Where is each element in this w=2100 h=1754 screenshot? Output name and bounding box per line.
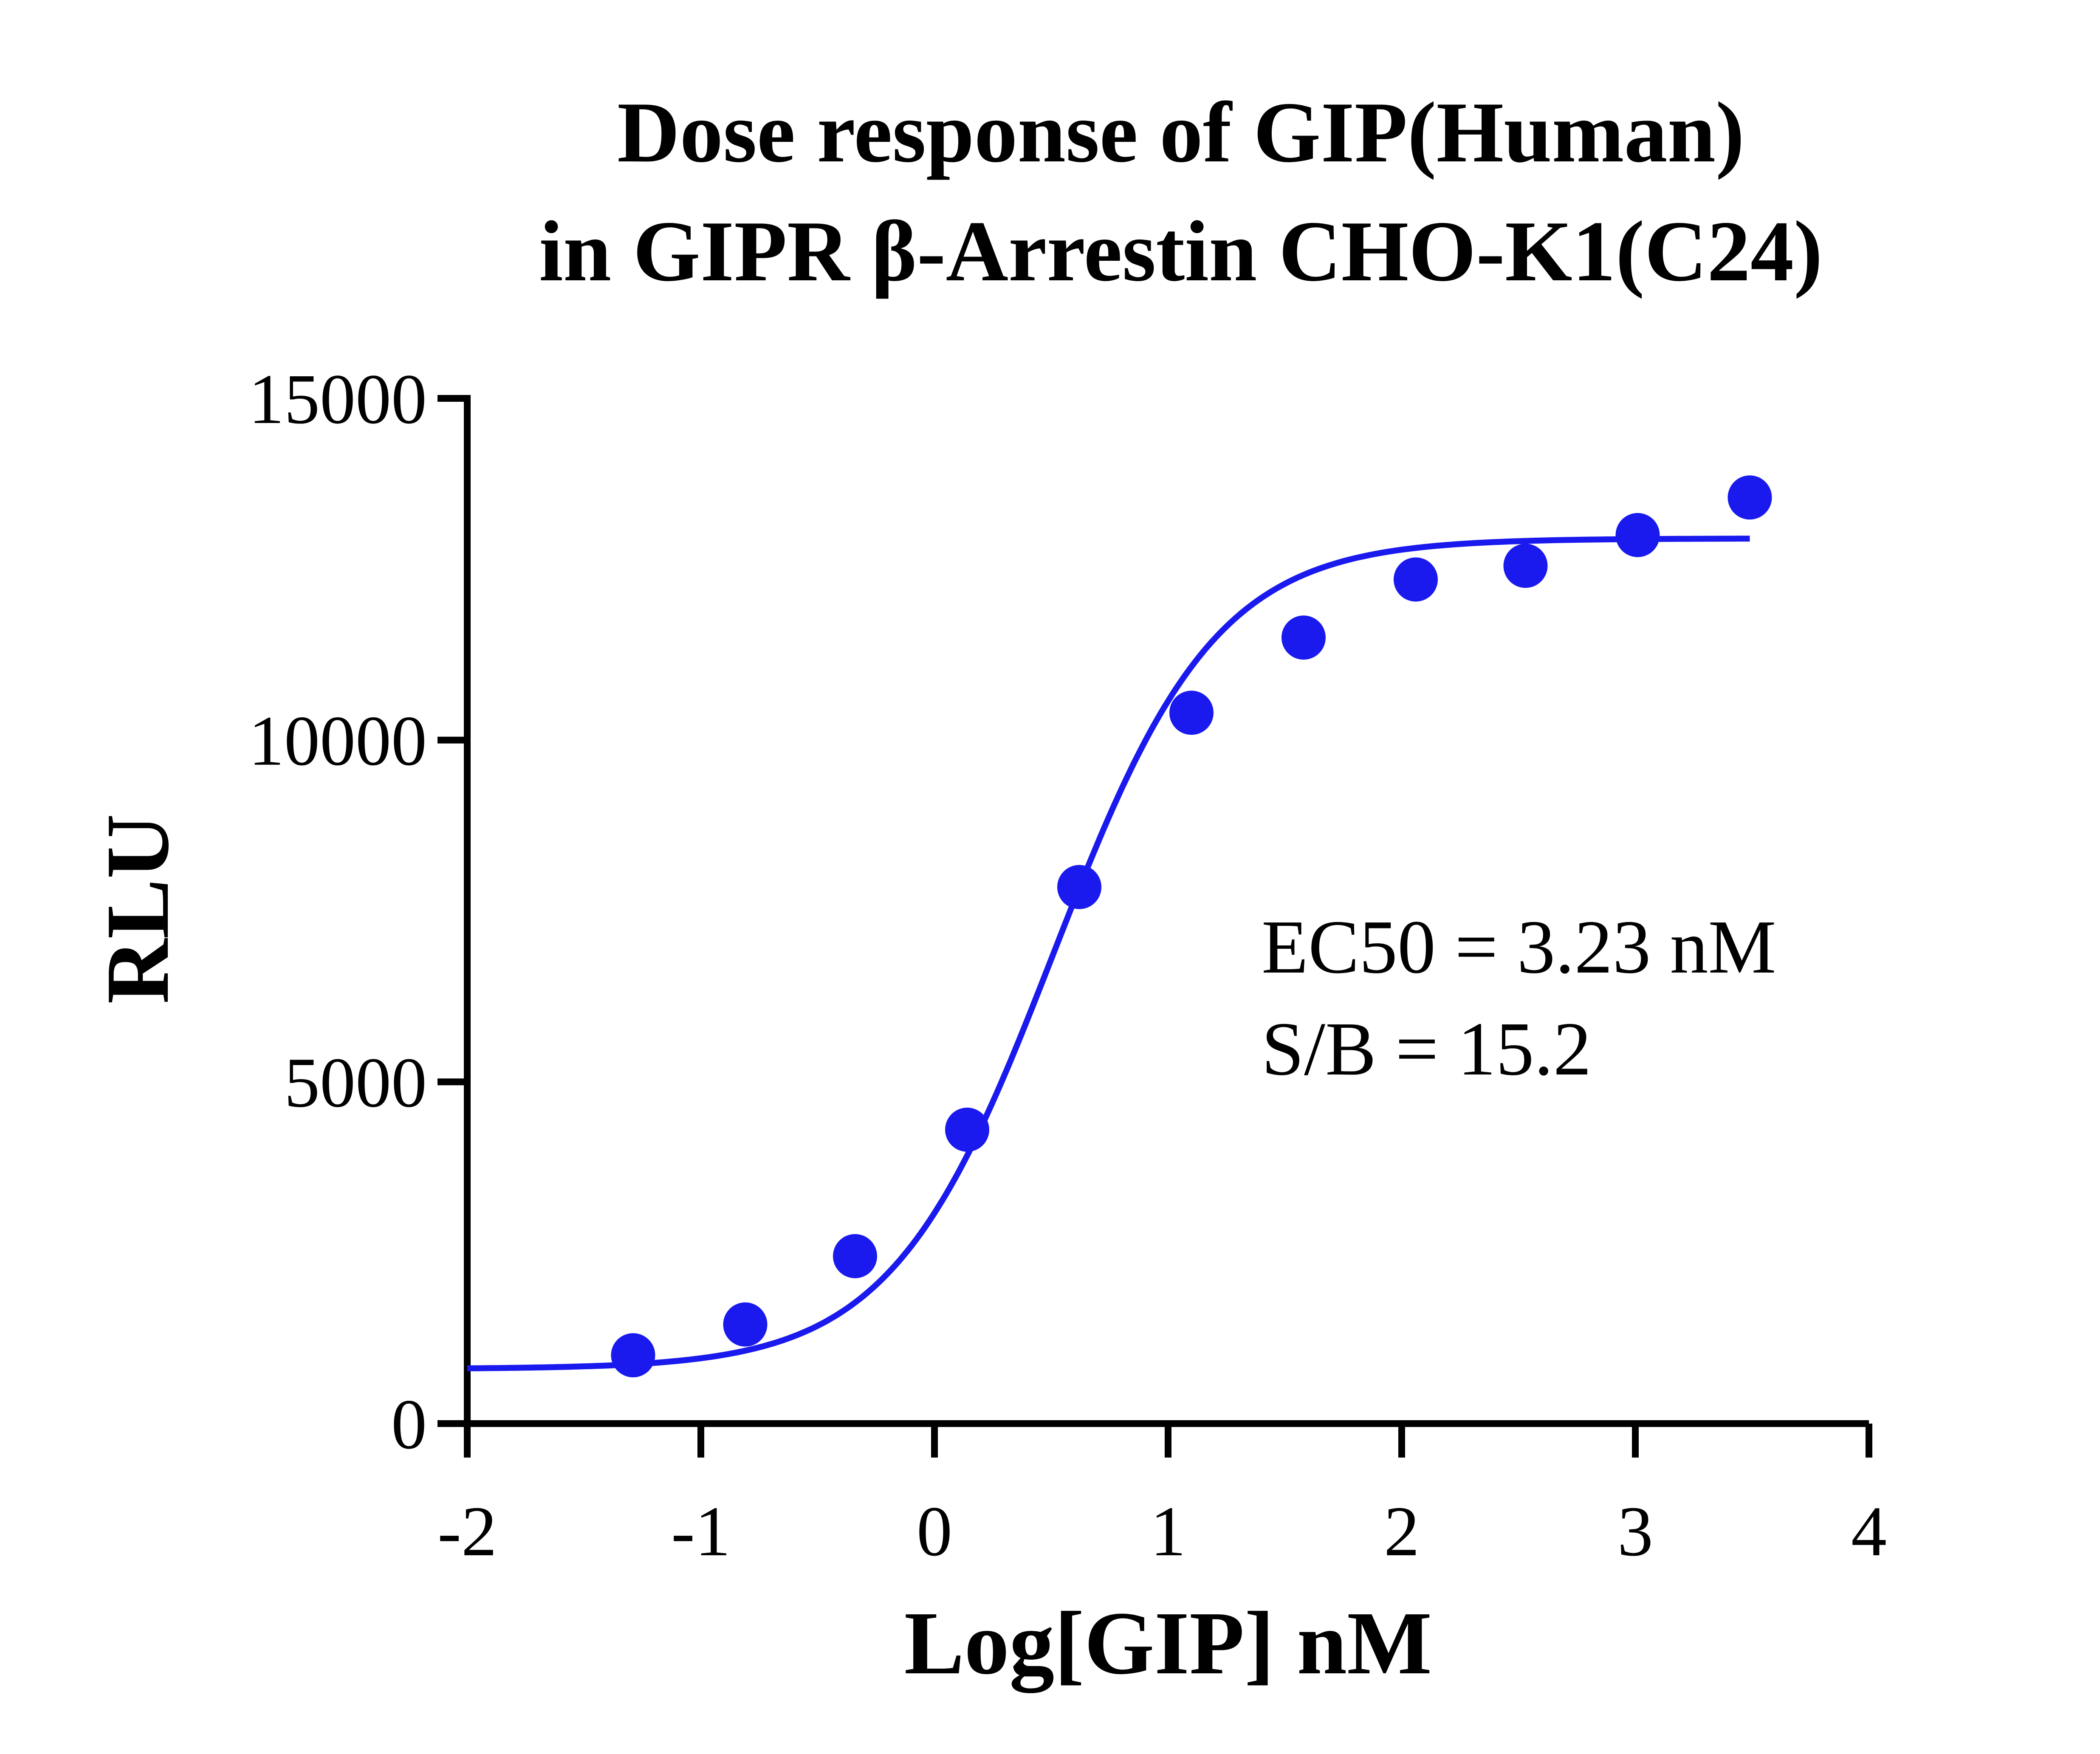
chart-title-line-2: in GIPR β-Arrestin CHO-K1(C24) [539, 203, 1823, 299]
data-point [1503, 544, 1548, 588]
x-tick-label: 0 [917, 1492, 952, 1571]
data-point [1057, 865, 1101, 909]
data-point [1394, 557, 1438, 602]
x-tick-label: -2 [438, 1492, 497, 1571]
x-tick-label: 1 [1150, 1492, 1186, 1571]
sb-annotation: S/B = 15.2 [1262, 1007, 1592, 1091]
y-axis-ticks: 0 5000 10000 15000 [248, 360, 467, 1464]
x-tick-label: 4 [1851, 1492, 1887, 1571]
y-tick-label: 10000 [248, 702, 427, 781]
data-point [723, 1302, 768, 1347]
x-tick-label: 3 [1617, 1492, 1653, 1571]
y-axis-label: RLU [88, 814, 187, 1004]
ec50-annotation: EC50 = 3.23 nM [1262, 905, 1776, 989]
data-point [1169, 691, 1214, 735]
y-tick-label: 15000 [248, 360, 427, 439]
x-tick-label: 2 [1384, 1492, 1420, 1571]
data-point [1727, 475, 1772, 520]
x-axis-label: Log[GIP] nM [904, 1593, 1432, 1693]
fit-curve [467, 536, 1750, 1371]
data-points [611, 475, 1772, 1378]
y-tick-label: 0 [391, 1385, 427, 1464]
x-axis-ticks: -2 -1 0 1 2 3 4 [438, 1424, 1887, 1571]
data-point [1615, 513, 1660, 557]
chart-title-line-1: Dose response of GIP(Human) [617, 85, 1744, 180]
y-tick-label: 5000 [284, 1043, 427, 1122]
data-point [833, 1234, 877, 1278]
data-point [611, 1333, 655, 1378]
data-point [1281, 615, 1326, 660]
x-tick-label: -1 [671, 1492, 731, 1571]
data-point [945, 1107, 989, 1152]
